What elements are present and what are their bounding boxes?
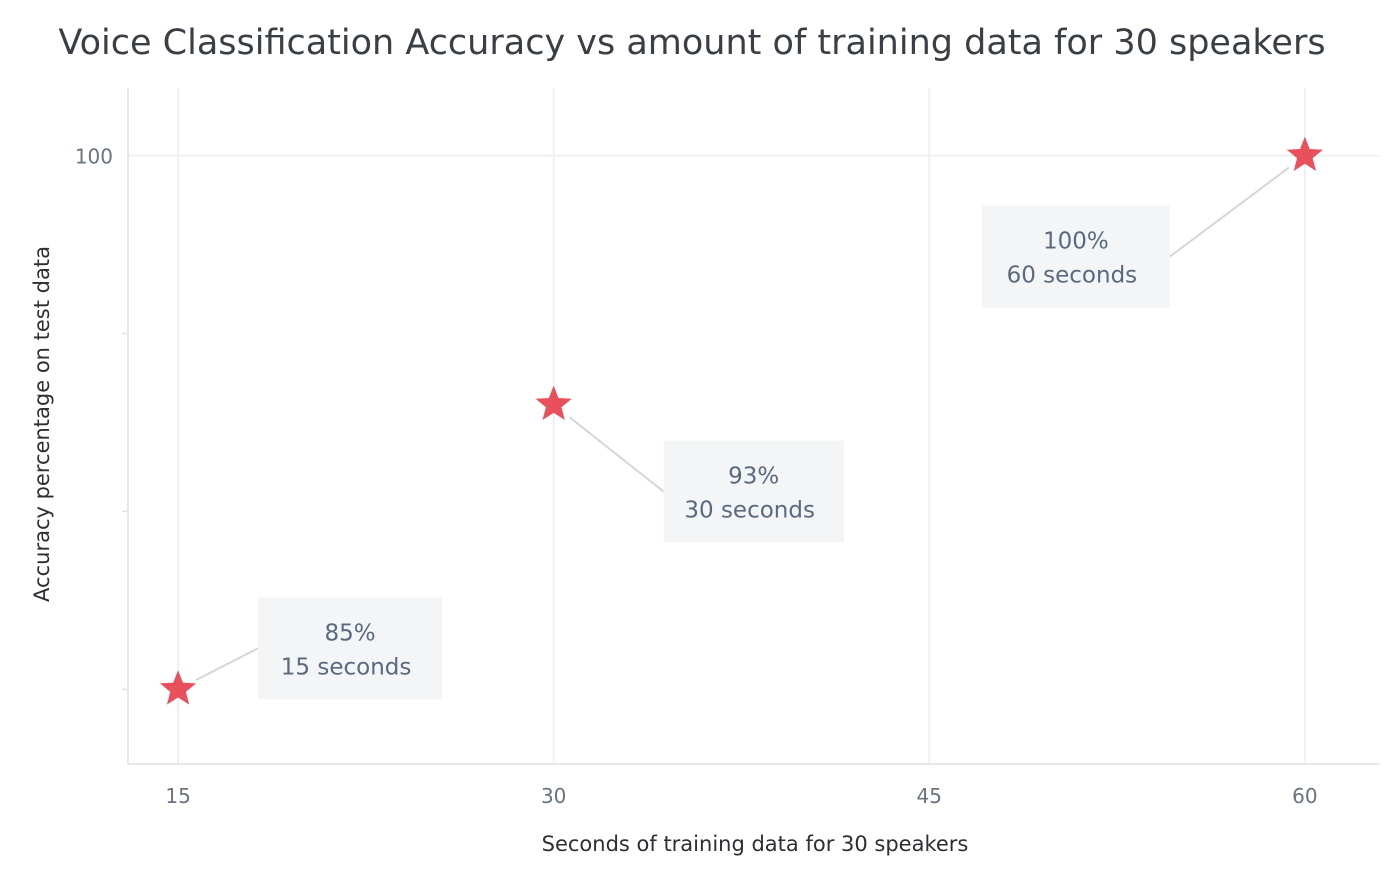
x-tick-label: 30 <box>541 784 566 808</box>
annotation-box <box>258 597 443 700</box>
annotation-2: 100% 60 seconds <box>981 166 1290 308</box>
annotation-0: 85% 15 seconds <box>195 597 443 700</box>
annotation-value: 100% <box>1043 229 1109 255</box>
y-axis-title: Accuracy percentage on test data <box>30 246 54 602</box>
x-tick-label: 60 <box>1292 784 1317 808</box>
x-ticks: 15 30 45 60 <box>165 784 1317 808</box>
annotation-value: 93% <box>728 464 779 490</box>
annotation-connector <box>568 416 665 493</box>
annotation-seconds: 60 seconds <box>1007 263 1138 289</box>
star-marker-1 <box>535 385 572 421</box>
x-tick-label: 45 <box>917 784 942 808</box>
star-marker-2 <box>1286 136 1323 171</box>
annotation-box <box>663 440 844 543</box>
annotation-1: 93% 30 seconds <box>568 416 844 543</box>
y-ticks: 100 <box>75 145 113 169</box>
y-tick-label: 100 <box>75 145 113 169</box>
annotation-connector <box>195 647 259 682</box>
x-tick-label: 15 <box>165 784 190 808</box>
star-marker-0 <box>160 670 197 705</box>
annotation-value: 85% <box>325 620 376 646</box>
grid <box>122 88 1380 764</box>
annotations: 85% 15 seconds 93% 30 seconds 100% 60 seconds <box>195 166 1290 700</box>
annotation-box <box>981 205 1170 308</box>
annotation-seconds: 15 seconds <box>281 654 412 680</box>
data-points <box>160 136 1323 705</box>
annotation-connector <box>1169 166 1290 258</box>
annotation-seconds: 30 seconds <box>684 498 815 524</box>
chart-title: Voice Classification Accuracy vs amount … <box>58 23 1325 63</box>
x-axis-title: Seconds of training data for 30 speakers <box>542 832 969 856</box>
